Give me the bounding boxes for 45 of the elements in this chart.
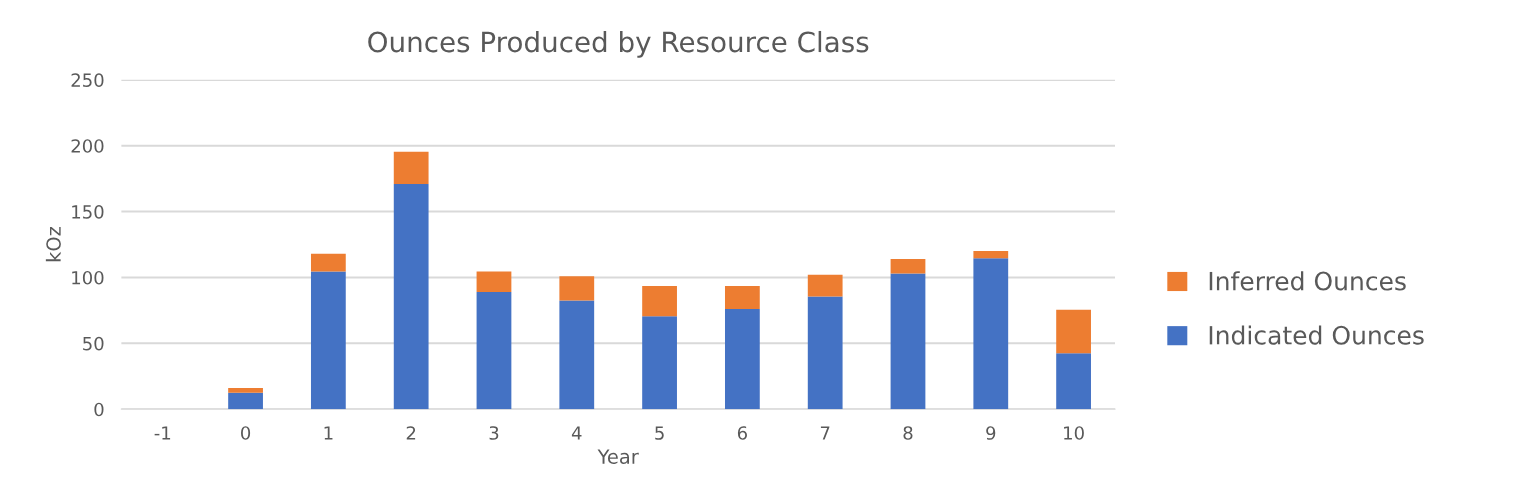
bar bbox=[228, 388, 263, 393]
y-tick-label: 100 bbox=[72, 270, 104, 285]
bar bbox=[476, 271, 512, 292]
y-tick-label: 0 bbox=[94, 402, 104, 417]
bar bbox=[807, 296, 843, 410]
bar bbox=[642, 316, 677, 410]
x-tick-label: 6 bbox=[737, 426, 747, 440]
bar bbox=[228, 392, 263, 410]
bar bbox=[890, 259, 926, 274]
chart-title: Ounces Produced by Resource Class bbox=[368, 30, 869, 58]
bar bbox=[559, 276, 595, 301]
bar bbox=[476, 291, 512, 410]
bar bbox=[1056, 309, 1091, 354]
y-tick-label: 200 bbox=[71, 139, 104, 153]
x-tick-label: -1 bbox=[154, 426, 171, 440]
bar bbox=[393, 183, 429, 410]
bar bbox=[973, 258, 1009, 410]
y-axis-title: kOz bbox=[45, 226, 61, 262]
bar bbox=[310, 271, 346, 410]
x-tick-label: 0 bbox=[241, 426, 251, 440]
bar bbox=[1056, 353, 1091, 410]
bar bbox=[807, 274, 843, 297]
x-tick-label: 1 bbox=[324, 426, 333, 440]
x-axis-title: Year bbox=[597, 449, 639, 464]
bar bbox=[724, 309, 760, 410]
x-tick-label: 5 bbox=[655, 426, 664, 440]
bar bbox=[642, 286, 677, 317]
legend-label: Inferred Ounces bbox=[1209, 271, 1406, 291]
x-tick-label: 9 bbox=[986, 426, 996, 440]
legend-label: Indicated Ounces bbox=[1209, 325, 1424, 345]
x-tick-label: 2 bbox=[406, 426, 416, 440]
bar bbox=[724, 286, 760, 310]
x-tick-label: 7 bbox=[820, 426, 830, 440]
y-tick-label: 50 bbox=[83, 336, 104, 351]
x-tick-label: 8 bbox=[903, 426, 913, 440]
bar bbox=[973, 251, 1009, 259]
x-tick-label: 4 bbox=[571, 426, 582, 440]
x-tick-label: 3 bbox=[489, 426, 499, 440]
bar bbox=[559, 300, 595, 410]
y-tick-label: 150 bbox=[72, 205, 104, 219]
bar bbox=[310, 253, 346, 272]
bar bbox=[393, 151, 429, 184]
y-tick-label: 250 bbox=[71, 73, 104, 87]
bar bbox=[890, 273, 926, 410]
x-tick-label: 10 bbox=[1064, 426, 1084, 440]
